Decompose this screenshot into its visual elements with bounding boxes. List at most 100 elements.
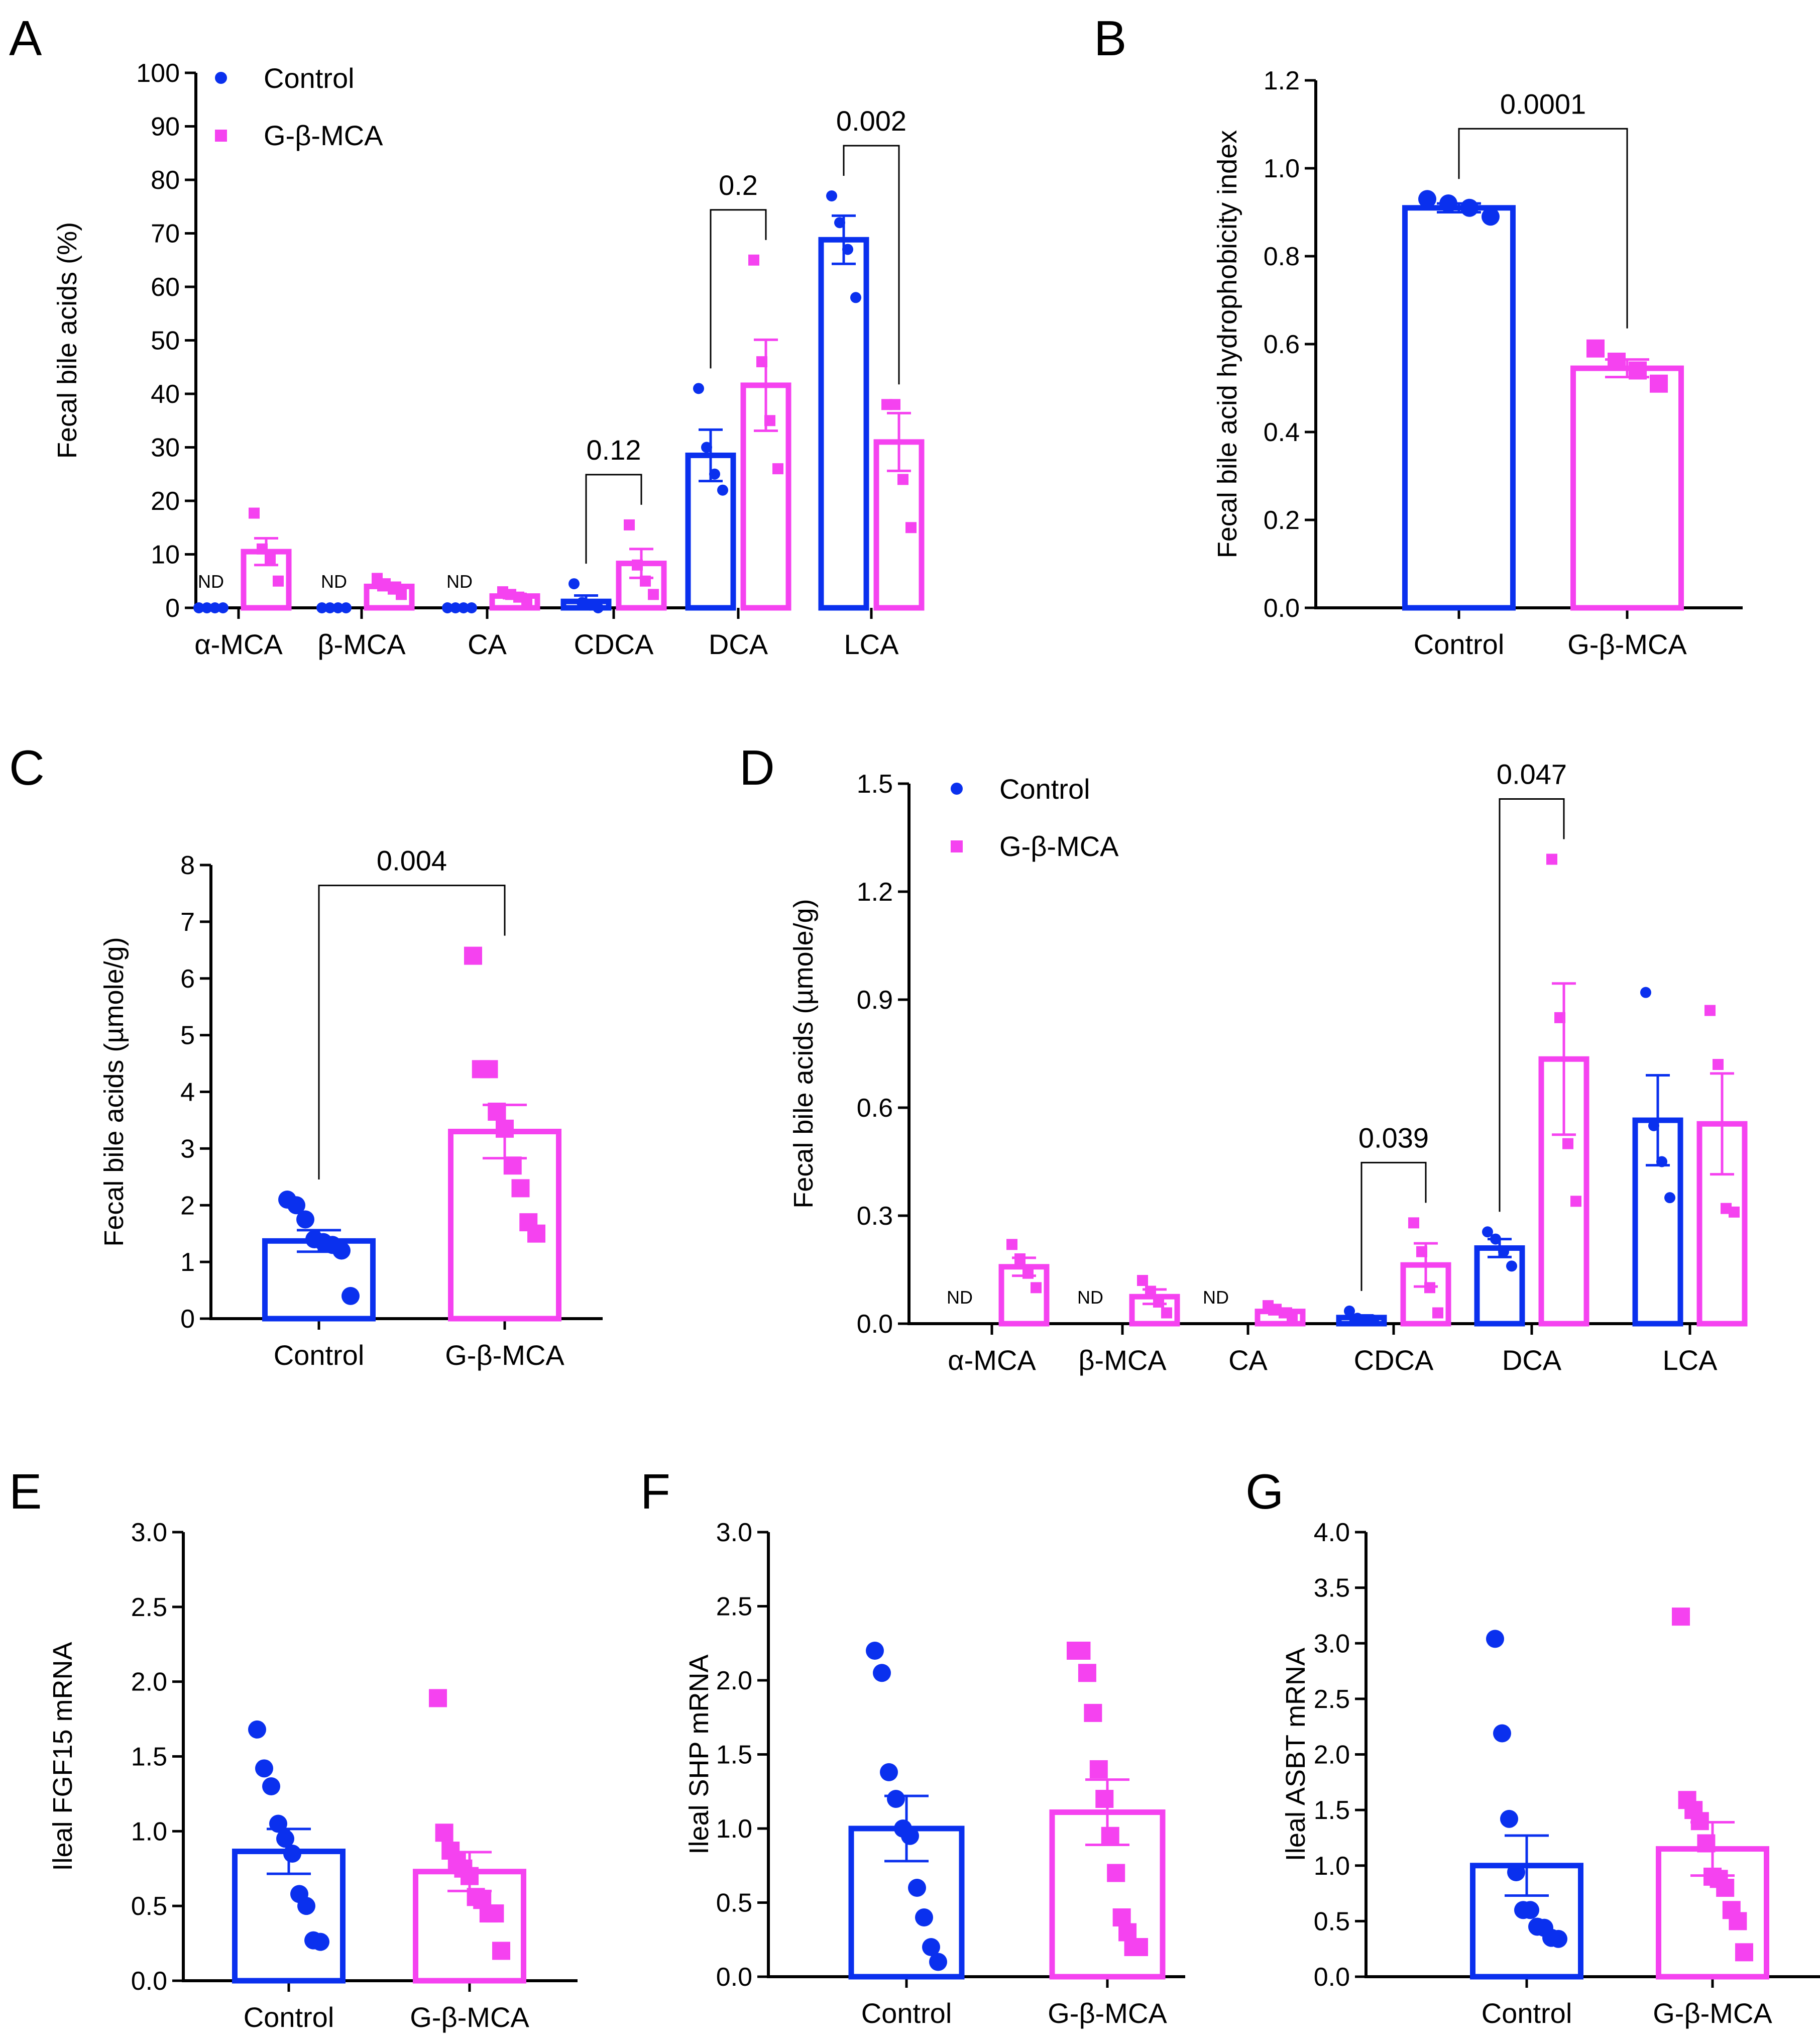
data-point <box>1690 1812 1709 1831</box>
data-point <box>748 254 759 266</box>
nd-label: ND <box>446 571 473 592</box>
data-point <box>1586 339 1605 358</box>
y-tick-label: 0.5 <box>131 1892 167 1921</box>
y-tick-label: 30 <box>151 434 180 463</box>
y-tick-label: 4.0 <box>1314 1518 1350 1547</box>
y-tick-label: 7 <box>180 908 195 937</box>
y-tick-label: 1.0 <box>1314 1852 1350 1881</box>
data-point <box>248 1720 266 1739</box>
y-tick-label: 1.5 <box>131 1743 167 1772</box>
y-tick-label: 2 <box>180 1191 195 1220</box>
data-point <box>1629 361 1647 380</box>
data-point <box>488 1103 506 1121</box>
y-axis-label: Ileal ASBT mRNA <box>1281 1648 1311 1861</box>
y-tick-label: 0.5 <box>716 1889 752 1918</box>
data-point <box>492 1942 510 1960</box>
data-point <box>1507 1863 1525 1882</box>
y-tick-label: 2.0 <box>1314 1741 1350 1770</box>
x-tick-label: CDCA <box>574 628 654 660</box>
data-point <box>1549 1929 1567 1948</box>
data-point <box>764 415 775 426</box>
nd-label: ND <box>1203 1287 1229 1308</box>
y-axis-label: Fecal bile acids (µmole/g) <box>788 899 819 1208</box>
legend-control-label: Control <box>999 773 1090 805</box>
x-tick-label: β-MCA <box>1078 1344 1167 1376</box>
y-tick-label: 6 <box>180 964 195 994</box>
y-tick-label: 0.0 <box>716 1963 752 1992</box>
data-point <box>311 1933 329 1951</box>
p-value-label: 0.047 <box>1497 759 1567 790</box>
x-tick-label: α-MCA <box>194 628 283 660</box>
legend-treated-label: G-β-MCA <box>999 830 1119 862</box>
data-point <box>842 244 853 255</box>
y-tick-label: 50 <box>151 327 180 356</box>
y-tick-label: 0 <box>180 1305 195 1334</box>
x-tick-label: Control <box>1482 1997 1572 2029</box>
bar <box>1570 365 1684 611</box>
data-point <box>296 1210 314 1229</box>
y-tick-label: 0.0 <box>131 1967 167 1996</box>
x-tick-label: G-β-MCA <box>445 1339 564 1371</box>
data-point <box>1072 1642 1091 1660</box>
data-point <box>1439 194 1457 212</box>
data-point <box>624 519 635 530</box>
data-point <box>887 1790 905 1808</box>
y-axis-label: Fecal bile acids (µmole/g) <box>99 937 129 1246</box>
nd-label: ND <box>1077 1287 1103 1308</box>
data-point <box>1101 1827 1119 1845</box>
legend-control-marker <box>951 783 963 795</box>
data-point <box>1287 1311 1298 1322</box>
data-point <box>466 602 477 613</box>
data-point <box>283 1844 301 1863</box>
data-point <box>1490 1233 1501 1245</box>
y-tick-label: 0.6 <box>1264 330 1300 359</box>
data-point <box>1735 1943 1753 1962</box>
x-tick-label: Control <box>244 2001 334 2033</box>
legend-treated-label: G-β-MCA <box>264 120 383 151</box>
y-tick-label: 2.5 <box>716 1592 752 1622</box>
x-tick-label: β-MCA <box>317 628 406 660</box>
y-tick-label: 0.6 <box>857 1094 893 1123</box>
data-point <box>255 1759 273 1778</box>
bar <box>1402 205 1516 611</box>
y-tick-label: 8 <box>180 851 195 880</box>
panel-label: F <box>640 1464 670 1519</box>
data-point <box>1672 1607 1690 1626</box>
y-tick-label: 0.5 <box>1314 1907 1350 1936</box>
y-tick-label: 2.0 <box>716 1666 752 1695</box>
data-point <box>1656 1156 1667 1167</box>
y-tick-label: 1 <box>180 1248 195 1277</box>
significance-bracket <box>710 209 767 369</box>
data-point <box>511 1179 530 1198</box>
data-point <box>1432 1307 1443 1319</box>
data-point <box>324 602 335 613</box>
y-tick-label: 0.2 <box>1264 506 1300 535</box>
y-tick-label: 2.0 <box>131 1668 167 1697</box>
y-tick-label: 1.5 <box>716 1741 752 1770</box>
data-point <box>1648 1120 1659 1131</box>
y-tick-label: 3 <box>180 1134 195 1163</box>
data-point <box>1554 1012 1565 1023</box>
y-axis-label: Ileal SHP mRNA <box>684 1654 714 1854</box>
data-point <box>1344 1305 1355 1317</box>
y-tick-label: 2.5 <box>131 1593 167 1622</box>
significance-bracket <box>1499 798 1565 1212</box>
data-point <box>1486 1630 1504 1648</box>
y-tick-label: 1.2 <box>857 878 893 907</box>
significance-bracket <box>318 885 506 1179</box>
data-point <box>396 589 407 600</box>
data-point <box>340 602 352 613</box>
data-point <box>1006 1239 1017 1250</box>
significance-bracket <box>1458 128 1628 329</box>
data-point <box>297 1897 315 1915</box>
data-point <box>1137 1275 1148 1286</box>
data-point <box>880 1763 898 1781</box>
panel-F: F 0.0 0.5 1.0 1.5 2.0 2.5 3.0 Ileal SHP mRNA Cont… <box>640 1464 1185 2029</box>
data-point <box>1145 1285 1156 1297</box>
data-point <box>332 602 344 613</box>
y-tick-label: 40 <box>151 380 180 409</box>
data-point <box>756 356 767 368</box>
data-point <box>521 594 532 606</box>
